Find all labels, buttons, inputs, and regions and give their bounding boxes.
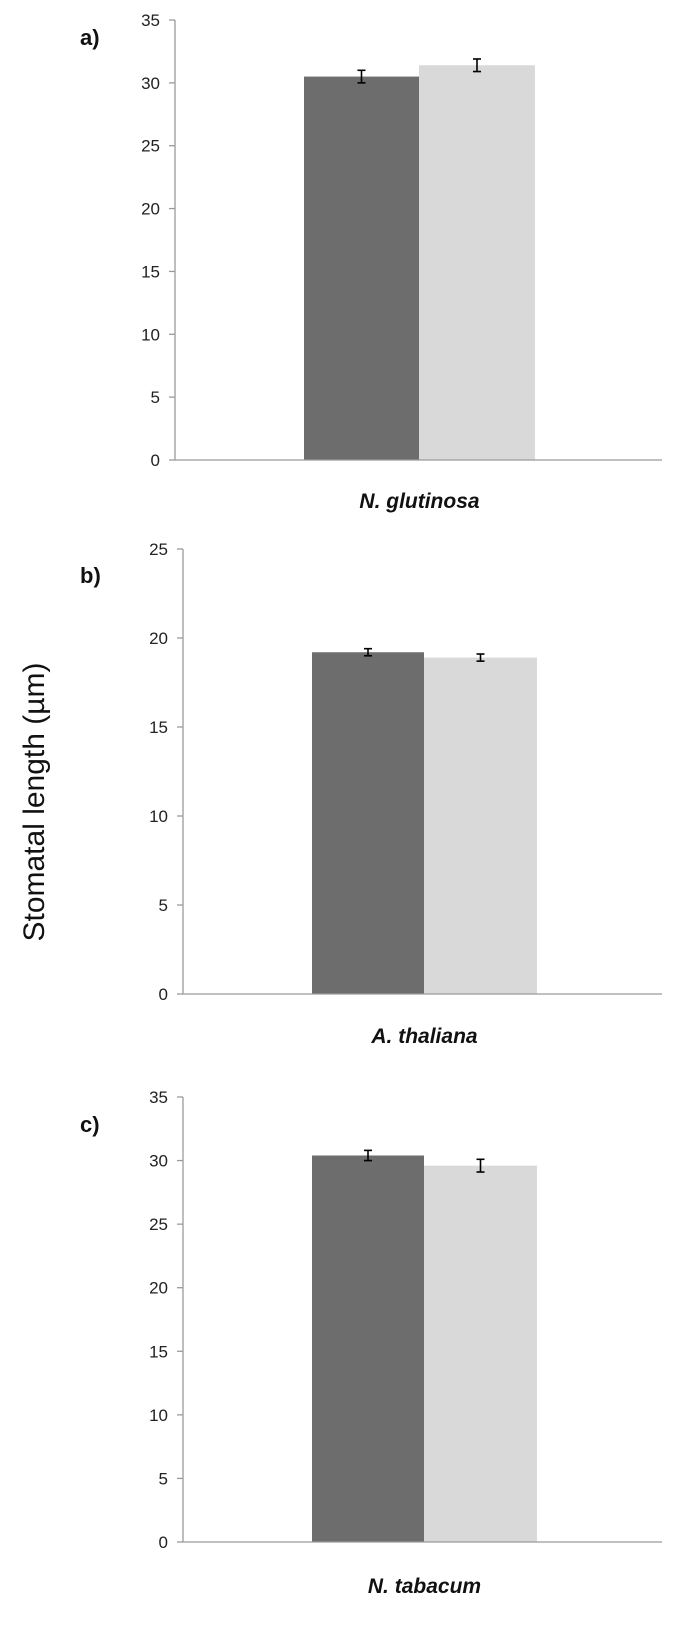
y-tick-label: 15	[149, 1342, 168, 1361]
y-tick-label: 15	[149, 718, 168, 737]
y-tick-label: 20	[149, 1279, 168, 1298]
y-tick-label: 25	[149, 540, 168, 559]
y-axis-label: Stomatal length (µm)	[18, 662, 51, 941]
y-tick-label: 30	[141, 74, 160, 93]
panel-label: a)	[80, 25, 100, 50]
y-tick-label: 10	[149, 807, 168, 826]
bar-3-2	[424, 1165, 537, 1542]
y-tick-label: 35	[149, 1088, 168, 1107]
panel-label: c)	[80, 1112, 100, 1137]
panels: 0 5 10 15 20 25 30 35 a) N. glutinosa 0 5 10 15 20 25 b)…	[80, 11, 662, 1598]
y-tick-label: 15	[141, 262, 160, 281]
chart-panel-1: 0 5 10 15 20 25 30 35 a) N. glutinosa	[80, 11, 662, 513]
y-tick-label: 35	[141, 11, 160, 30]
bar-2-2	[424, 657, 537, 994]
bar-3-1	[312, 1155, 424, 1542]
panel-label: b)	[80, 563, 101, 588]
y-tick-label: 5	[151, 388, 160, 407]
y-tick-label: 20	[141, 200, 160, 219]
bar-1-1	[304, 76, 419, 461]
y-tick-label: 0	[159, 1533, 168, 1552]
error-bar-1-1	[357, 69, 366, 84]
x-axis-label: A. thaliana	[370, 1025, 478, 1048]
y-tick-label: 0	[159, 985, 168, 1004]
y-tick-label: 25	[149, 1215, 168, 1234]
error-bar-3-1	[364, 1149, 372, 1162]
bar-2-1	[312, 652, 424, 994]
error-bar-2-2	[476, 653, 485, 662]
y-tick-label: 10	[141, 325, 160, 344]
y-tick-label: 5	[159, 896, 168, 915]
y-tick-label: 25	[141, 137, 160, 156]
y-tick-label: 30	[149, 1152, 168, 1171]
y-tick-label: 5	[159, 1469, 168, 1488]
chart-panel-3: 0 5 10 15 20 25 30 35 c) N. tabacum	[80, 1088, 662, 1598]
y-tick-label: 0	[151, 451, 160, 470]
chart-panel-2: 0 5 10 15 20 25 b) A. thaliana	[80, 540, 662, 1048]
x-axis-label: N. tabacum	[368, 1575, 481, 1598]
x-axis-label: N. glutinosa	[359, 490, 479, 513]
y-tick-label: 10	[149, 1406, 168, 1425]
error-bar-2-1	[364, 647, 372, 657]
bar-1-2	[419, 65, 535, 460]
y-tick-label: 20	[149, 629, 168, 648]
error-bar-1-2	[473, 58, 481, 73]
error-bar-3-2	[476, 1158, 485, 1173]
